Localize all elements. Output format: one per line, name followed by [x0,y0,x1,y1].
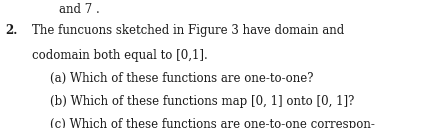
Text: codomain both equal to [0,1].: codomain both equal to [0,1]. [32,49,208,62]
Text: (c) Which of these functions are one-to-one correspon-: (c) Which of these functions are one-to-… [50,118,375,128]
Text: (b) Which of these functions map [0, 1] onto [0, 1]?: (b) Which of these functions map [0, 1] … [50,95,354,108]
Text: (a) Which of these functions are one-to-one?: (a) Which of these functions are one-to-… [50,72,314,85]
Text: The funcuons sketched in Figure 3 have domain and: The funcuons sketched in Figure 3 have d… [32,24,344,37]
Text: and 7 .: and 7 . [59,3,99,16]
Text: 2.: 2. [5,24,17,37]
